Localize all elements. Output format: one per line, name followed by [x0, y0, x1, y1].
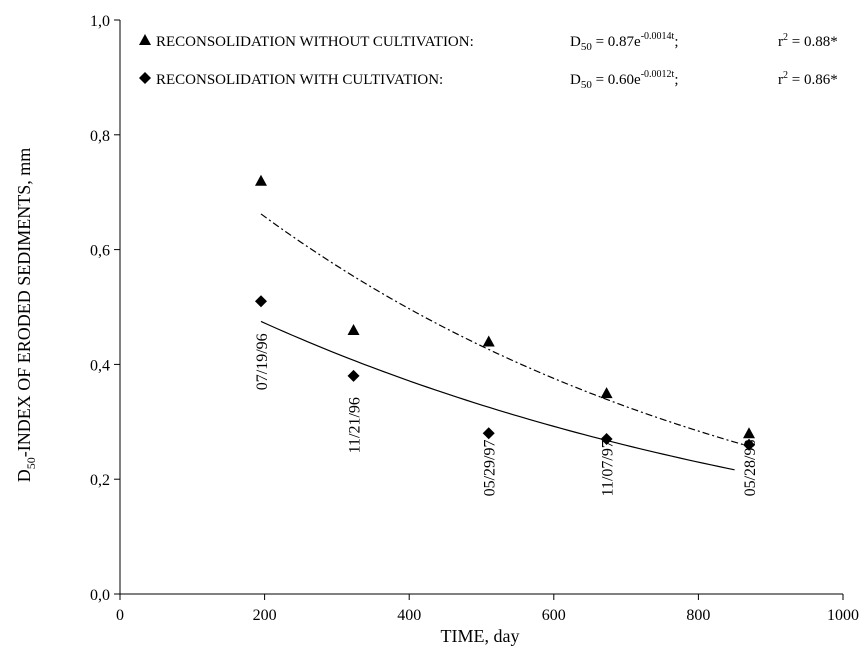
data-point-diamond — [254, 295, 267, 308]
y-axis-ticks: 0,0 0,2 0,4 0,6 0,8 1,0 — [90, 13, 120, 604]
data-point-diamond — [743, 438, 756, 451]
y-tick-label: 0,0 — [90, 587, 110, 604]
legend-entry-with-cultivation: RECONSOLIDATION WITH CULTIVATION: D50 = … — [139, 69, 838, 91]
date-annotation: 07/19/96 — [254, 333, 271, 390]
x-axis-ticks: 0 200 400 600 800 1000 — [116, 594, 859, 624]
x-tick-label: 0 — [116, 607, 124, 624]
y-axis-title-subscript: 50 — [24, 457, 38, 469]
legend-label-with-cultivation: RECONSOLIDATION WITH CULTIVATION: — [156, 72, 443, 88]
legend-r2-without-cultivation: r2 = 0.88* — [778, 32, 838, 50]
x-tick-label: 200 — [253, 607, 277, 624]
data-point-diamond — [347, 369, 360, 382]
data-point-triangle — [482, 335, 495, 347]
date-annotation: 05/29/97 — [482, 440, 499, 497]
x-tick-label: 800 — [686, 607, 710, 624]
data-point-diamond — [600, 433, 613, 446]
legend: RECONSOLIDATION WITHOUT CULTIVATION: D50… — [139, 31, 838, 91]
y-tick-label: 0,6 — [90, 243, 110, 260]
trendline-series-1 — [260, 320, 735, 471]
data-point-triangle — [743, 427, 756, 439]
legend-label-without-cultivation: RECONSOLIDATION WITHOUT CULTIVATION: — [156, 34, 474, 50]
y-tick-label: 0,8 — [90, 128, 110, 145]
x-tick-label: 400 — [397, 607, 421, 624]
legend-marker-triangle — [139, 34, 151, 45]
trendlines — [260, 213, 750, 471]
data-point-diamond — [482, 427, 495, 440]
date-annotation: 11/21/96 — [347, 397, 364, 453]
legend-equation-without-cultivation: D50 = 0.87e-0.0014t; — [570, 31, 679, 53]
y-tick-label: 1,0 — [90, 13, 110, 30]
data-points — [254, 174, 756, 451]
y-tick-label: 0,4 — [90, 357, 110, 374]
legend-r2-with-cultivation: r2 = 0.86* — [778, 70, 838, 88]
y-axis-title-symbol: D — [14, 469, 34, 482]
x-axis-title: TIME, day — [441, 626, 520, 646]
data-point-triangle — [347, 323, 360, 335]
legend-entry-without-cultivation: RECONSOLIDATION WITHOUT CULTIVATION: D50… — [139, 31, 838, 53]
data-point-triangle — [600, 387, 613, 399]
date-annotations: 07/19/96 11/21/96 05/29/97 11/07/97 05/28/98 — [254, 333, 759, 496]
axes — [119, 20, 843, 595]
y-axis-title-text: -INDEX OF ERODED SEDIMENTS, mm — [14, 148, 34, 458]
legend-marker-diamond — [139, 72, 151, 84]
y-tick-label: 0,2 — [90, 472, 110, 489]
y-axis-title: D50-INDEX OF ERODED SEDIMENTS, mm — [14, 148, 38, 483]
x-tick-label: 600 — [542, 607, 566, 624]
x-tick-label: 1000 — [827, 607, 859, 624]
data-point-triangle — [254, 174, 267, 186]
date-annotation: 05/28/98 — [742, 440, 759, 497]
date-annotation: 11/07/97 — [600, 440, 617, 496]
trendline-series-0 — [260, 213, 750, 447]
legend-equation-with-cultivation: D50 = 0.60e-0.0012t; — [570, 69, 679, 91]
